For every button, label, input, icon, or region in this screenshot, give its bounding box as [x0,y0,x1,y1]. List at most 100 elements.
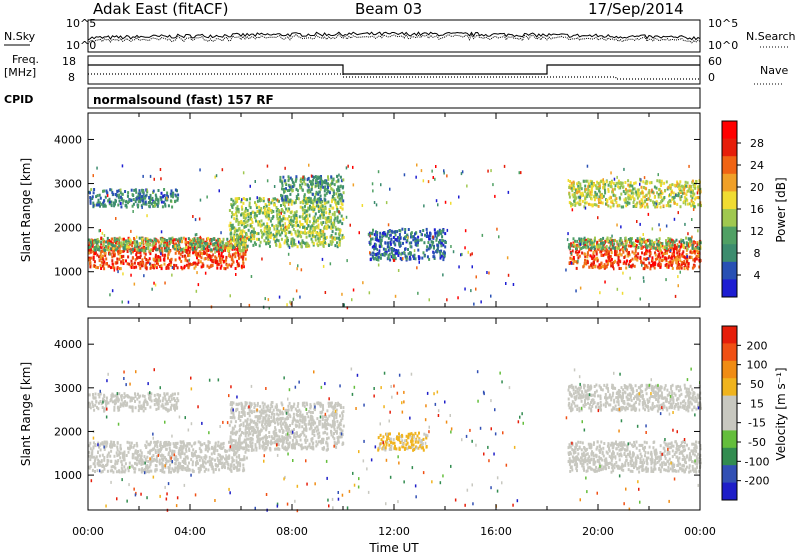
data-cell [295,194,298,198]
data-cell [414,237,417,241]
data-cell [686,258,689,262]
data-cell [183,249,186,253]
data-cell [96,201,99,205]
data-cell [325,181,328,185]
data-cell [681,191,684,195]
data-cell [645,240,648,244]
data-cell [306,198,309,202]
data-cell [136,256,139,260]
data-cell [127,469,130,473]
data-cell [224,450,227,454]
data-cell [666,251,668,255]
data-cell [298,220,301,224]
data-cell [156,239,159,243]
data-cell [288,207,291,211]
data-cell [630,239,633,243]
noise-cell [422,179,425,183]
data-cell [334,225,337,229]
data-cell [167,256,169,260]
data-cell [131,241,134,245]
data-cell [332,223,335,227]
data-cell [322,213,325,217]
data-cell [218,252,220,256]
data-cell [225,258,228,262]
data-cell [686,266,689,270]
data-cell [134,188,137,192]
data-cell [319,214,322,218]
data-cell [186,444,189,448]
data-cell [621,185,624,189]
data-cell [187,247,190,251]
data-cell [106,191,109,195]
data-cell [682,246,685,250]
noise-cell [686,254,688,258]
data-cell [232,244,235,248]
data-cell [290,223,293,227]
data-cell [242,216,245,220]
data-cell [284,189,287,193]
data-cell [174,238,177,242]
data-cell [237,208,240,211]
data-cell [688,202,691,206]
data-cell [620,239,623,243]
data-cell [318,234,321,238]
data-cell [149,201,151,205]
data-cell [610,257,613,261]
data-cell [145,246,148,250]
data-cell [198,470,201,474]
data-cell [160,196,163,200]
data-cell [573,242,576,246]
data-cell [202,263,205,267]
data-cell [664,245,667,249]
data-cell [236,233,238,237]
data-cell [333,197,336,201]
data-cell [375,230,377,234]
data-cell [327,189,330,193]
data-cell [141,261,144,265]
data-cell [229,232,232,236]
data-cell [646,249,649,253]
data-cell [609,195,612,199]
data-cell [228,244,231,248]
data-cell [236,200,239,203]
data-cell [265,236,268,240]
noise-cell [464,287,466,291]
data-cell [597,187,600,191]
data-cell [695,180,698,183]
data-cell [216,464,219,468]
data-cell [138,248,141,252]
data-cell [130,441,133,445]
data-cell [282,223,285,227]
noise-cell [622,271,624,275]
data-cell [102,239,105,243]
data-cell [615,181,618,185]
data-cell [384,241,387,245]
data-cell [414,232,416,236]
data-cell [568,186,571,189]
data-cell [324,185,327,189]
data-cell [602,194,605,198]
data-cell [130,266,133,269]
data-cell [159,244,162,248]
data-cell [169,192,172,196]
data-cell [571,249,574,253]
data-cell [337,178,340,182]
data-cell [281,187,283,191]
data-cell [238,454,241,458]
data-cell [576,239,579,243]
data-cell [434,234,437,238]
data-cell [273,237,276,240]
data-cell [146,190,149,194]
data-cell [585,242,588,246]
data-cell [147,242,150,246]
data-cell [194,247,197,251]
data-cell [331,212,334,216]
data-cell [286,209,289,213]
data-cell [163,256,166,260]
data-cell [590,255,593,259]
data-cell [229,240,232,244]
data-cell [141,241,144,244]
noise-cell [610,196,612,200]
data-cell [612,193,615,197]
data-cell [336,207,339,211]
